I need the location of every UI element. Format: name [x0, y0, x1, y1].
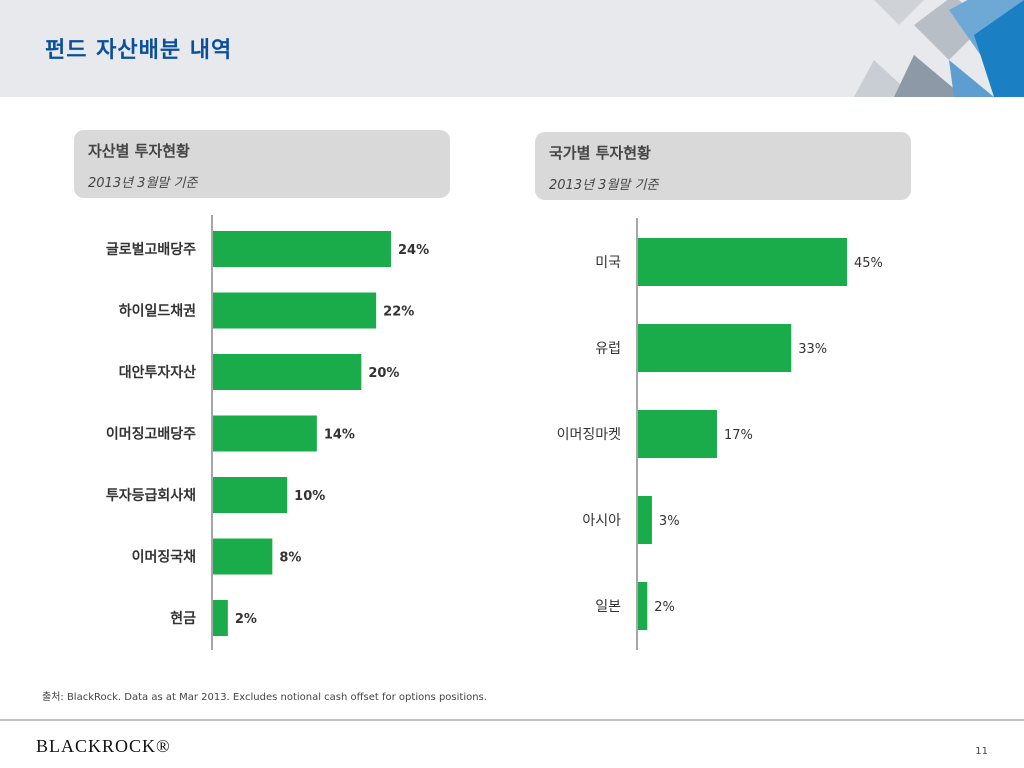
source-note: 출처: BlackRock. Data as at Mar 2013. Excl…: [42, 692, 487, 703]
value-label: 3%: [659, 514, 680, 529]
country-panel-header: 국가별 투자현황 2013년 3월말 기준: [535, 132, 911, 200]
value-label: 20%: [368, 366, 399, 381]
value-label: 33%: [798, 342, 827, 357]
asset-panel-header: 자산별 투자현황 2013년 3월말 기준: [74, 130, 450, 198]
bar-0: [638, 238, 847, 286]
page-number: 11: [975, 746, 988, 757]
value-label: 22%: [383, 305, 414, 320]
bar-4: [638, 582, 648, 630]
country-panel-title: 국가별 투자현황: [549, 144, 651, 162]
bar-5: [213, 538, 273, 575]
footer-divider: [0, 719, 1024, 721]
blackrock-logo: BLACKROCK®: [36, 736, 171, 756]
value-label: 8%: [279, 551, 301, 566]
category-label: 유럽: [595, 341, 621, 357]
bar-1: [213, 292, 377, 329]
bar-0: [213, 231, 391, 267]
category-label: 대안투자자산: [119, 364, 196, 381]
value-label: 17%: [724, 428, 753, 443]
value-label: 14%: [324, 428, 355, 443]
value-label: 2%: [235, 612, 257, 627]
page-title: 펀드 자산배분 내역: [45, 38, 233, 63]
category-label: 현금: [170, 611, 196, 627]
bar-1: [638, 324, 792, 372]
category-label: 이머징고배당주: [106, 426, 196, 443]
bar-3: [638, 496, 652, 544]
country-panel-subtitle: 2013년 3월말 기준: [549, 178, 659, 193]
bar-6: [213, 600, 228, 636]
value-label: 24%: [398, 243, 429, 258]
category-label: 일본: [595, 599, 621, 615]
category-label: 아시아: [582, 513, 621, 529]
asset-panel-subtitle: 2013년 3월말 기준: [88, 176, 198, 191]
asset-panel-title: 자산별 투자현황: [88, 142, 190, 160]
category-label: 미국: [595, 255, 621, 271]
value-label: 2%: [654, 600, 675, 615]
value-label: 45%: [854, 256, 883, 271]
category-label: 글로벌고배당주: [106, 241, 196, 258]
category-label: 투자등급회사채: [106, 488, 196, 504]
category-label: 이머징마켓: [557, 427, 622, 443]
value-label: 10%: [294, 489, 325, 504]
bar-2: [638, 410, 717, 458]
corner-decoration: [854, 0, 1024, 97]
bar-3: [213, 415, 317, 452]
bar-4: [213, 477, 288, 513]
header-band: 펀드 자산배분 내역: [0, 0, 1024, 97]
category-label: 하이일드채권: [119, 303, 196, 320]
category-label: 이머징국채: [132, 549, 196, 566]
bar-2: [213, 354, 362, 390]
